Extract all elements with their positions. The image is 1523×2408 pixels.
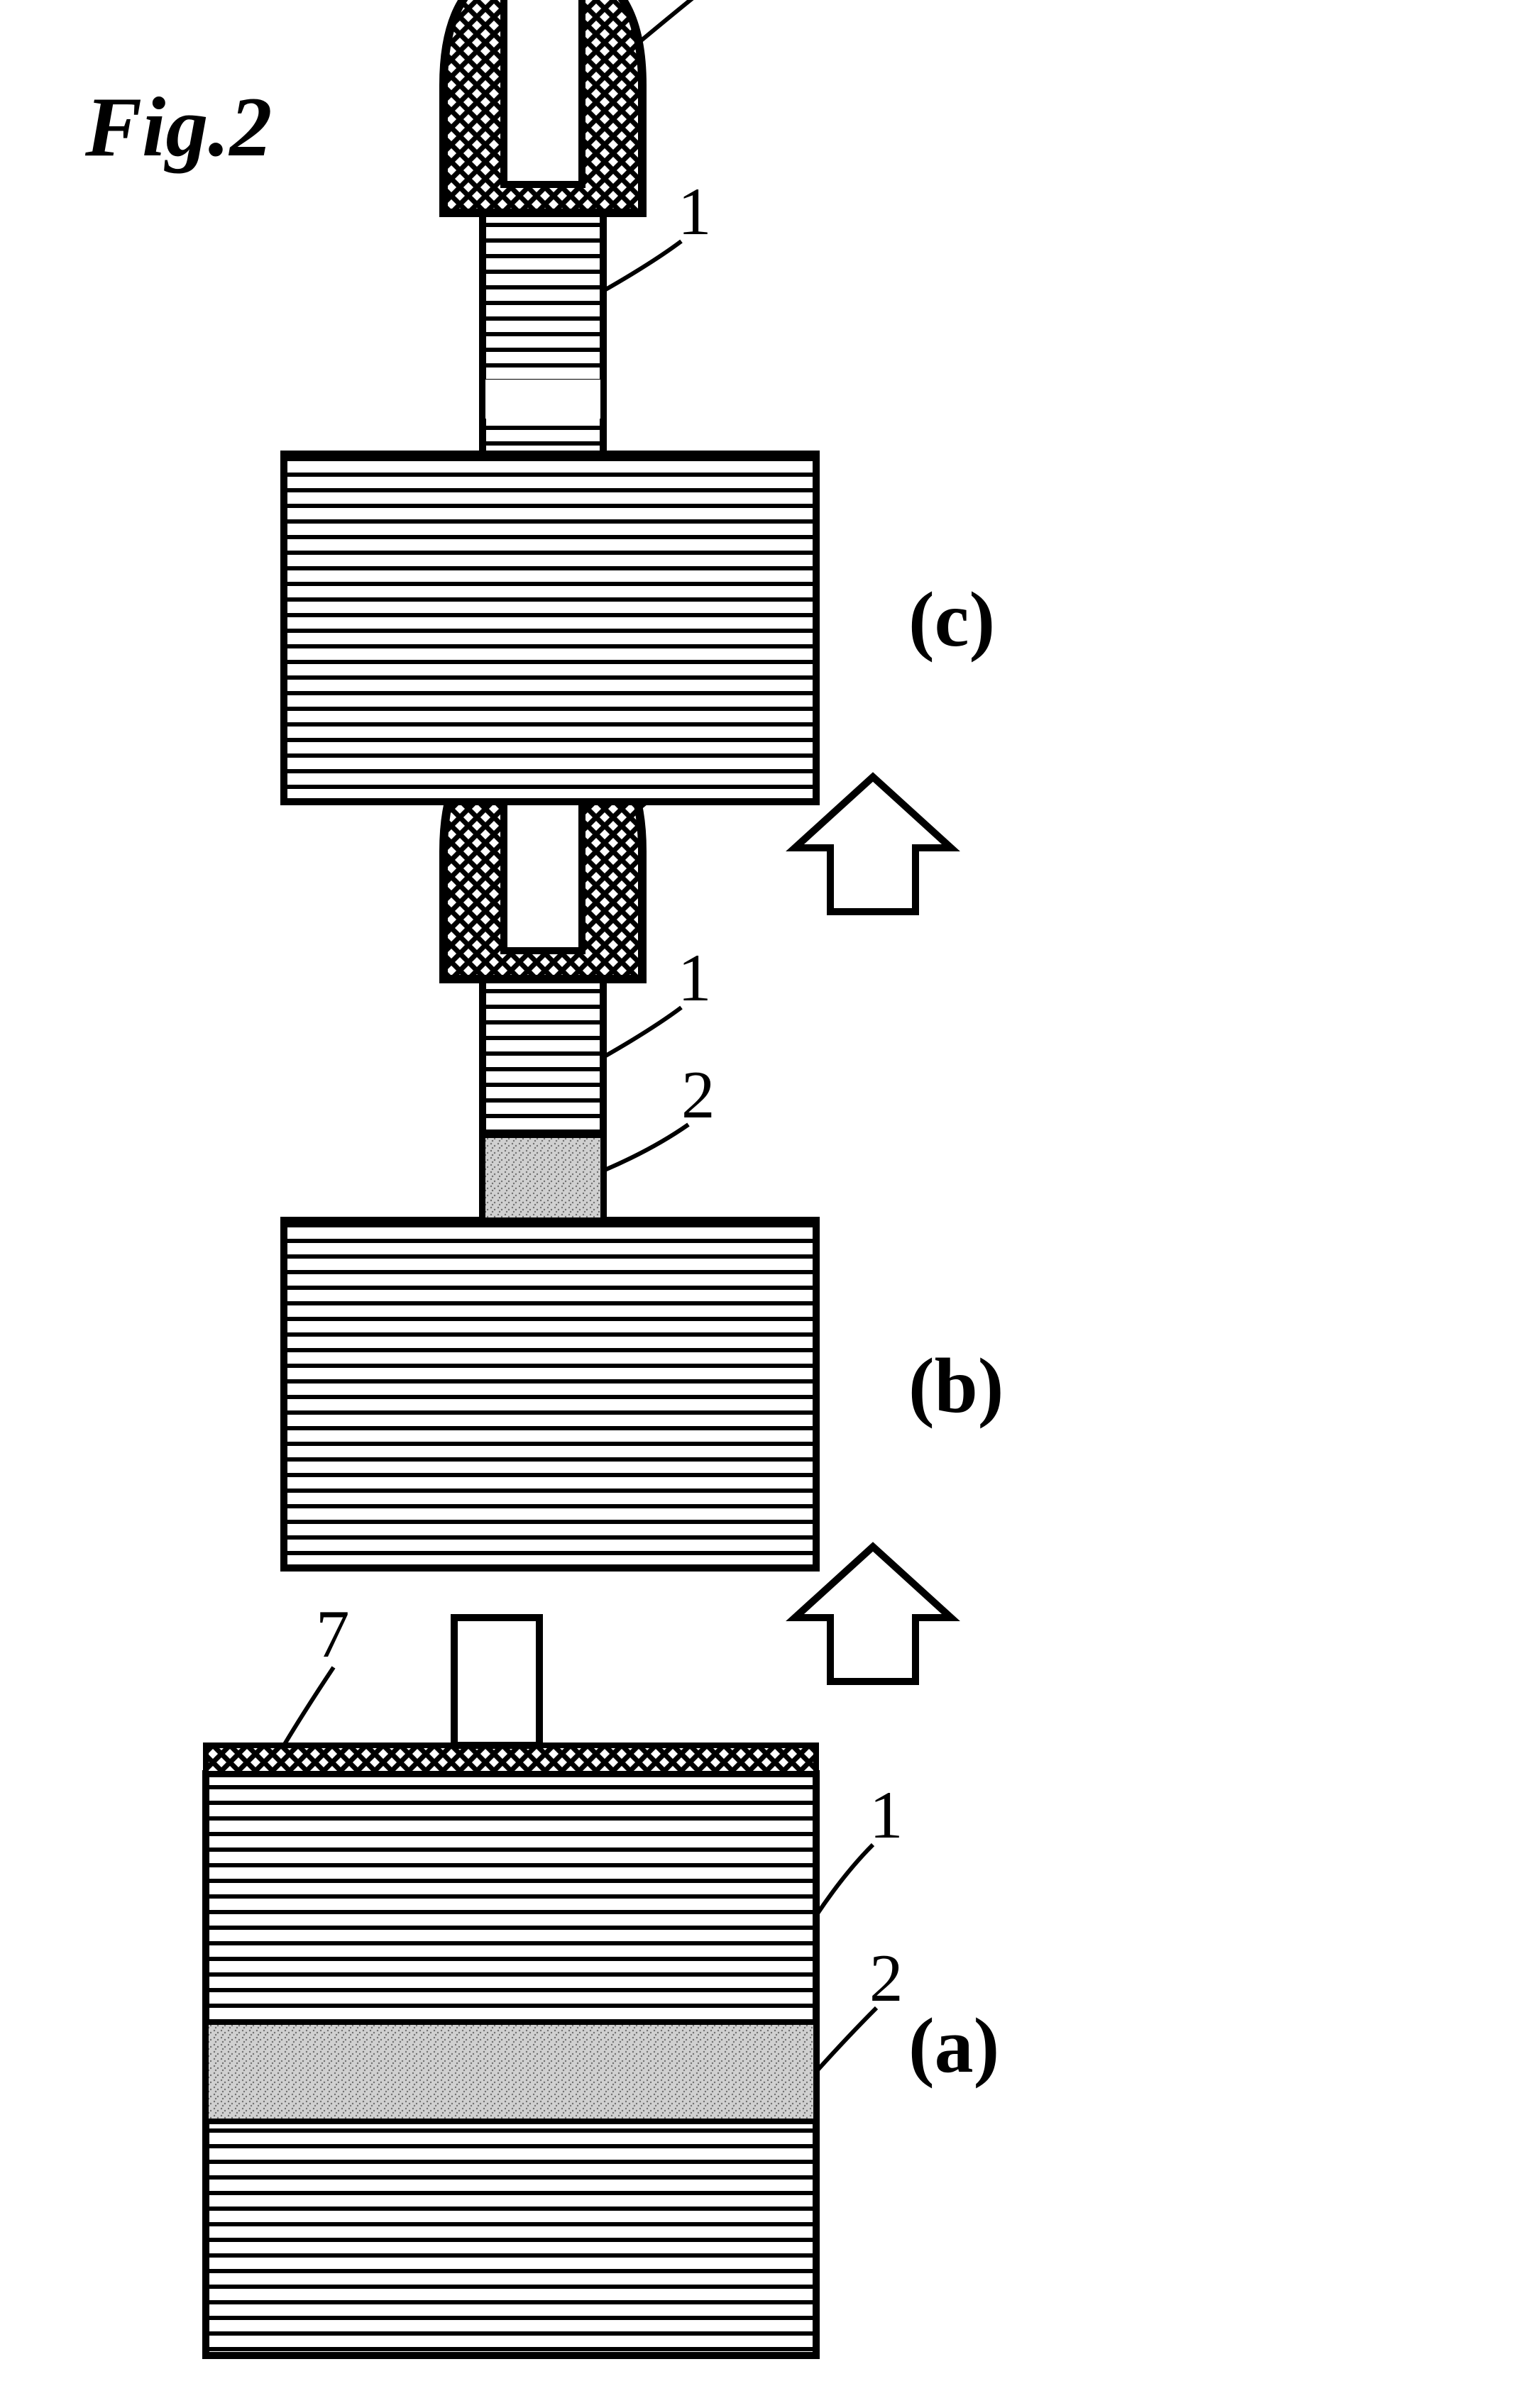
callout-a-2: 2: [869, 1940, 903, 2016]
callout-b-1: 1: [678, 940, 712, 1015]
callout-a-1: 1: [869, 1777, 903, 1852]
panel-a-label: (a): [908, 2001, 999, 2091]
panel-c-label: (c): [908, 575, 995, 665]
callout-b-2: 2: [681, 1057, 715, 1132]
callout-a-7: 7: [316, 1596, 350, 1672]
callout-c-1: 1: [678, 174, 712, 249]
panel-c: 3 16 1: [284, 0, 816, 802]
page: Fig.2: [0, 0, 1523, 2408]
panel-b-label: (b): [908, 1341, 1004, 1431]
figure-svg: 7 1 2 3 16: [0, 0, 1523, 2408]
panel-a: 7 1 2: [206, 1596, 903, 2355]
